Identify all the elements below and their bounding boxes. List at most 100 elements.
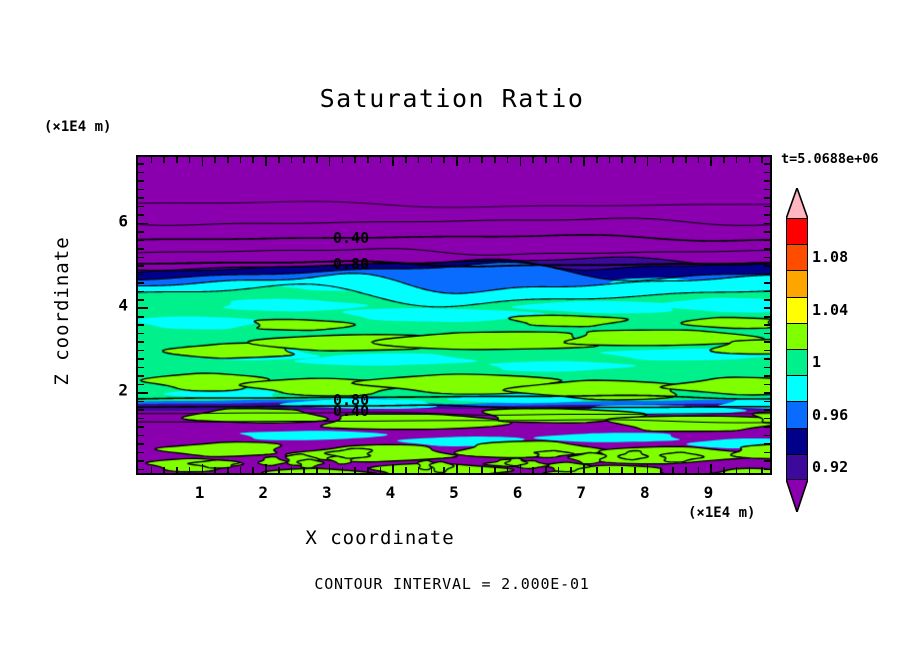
axis-tick	[138, 417, 144, 420]
axis-tick	[532, 157, 534, 163]
axis-tick	[138, 256, 144, 259]
axis-tick	[138, 358, 144, 360]
axis-tick	[138, 409, 144, 411]
axis-tick	[265, 464, 267, 473]
axis-tick	[150, 157, 153, 163]
colorbar-band	[786, 453, 808, 482]
axis-tick	[764, 222, 770, 225]
axis-tick	[138, 205, 144, 208]
contour-interval-caption: CONTOUR INTERVAL = 2.000E-01	[314, 575, 590, 593]
axis-tick	[646, 157, 649, 166]
axis-tick	[764, 298, 770, 301]
axis-tick	[519, 464, 522, 473]
axis-tick	[201, 464, 204, 473]
axis-tick	[138, 273, 144, 276]
axis-tick	[764, 324, 770, 326]
axis-tick	[468, 157, 471, 163]
axis-tick	[328, 464, 331, 473]
contour-line-label: 0.80	[332, 390, 370, 409]
axis-tick	[138, 451, 144, 454]
axis-tick	[188, 467, 191, 473]
x-tick-label: 4	[385, 483, 396, 502]
axis-tick	[138, 265, 144, 267]
axis-tick	[506, 157, 509, 163]
axis-tick	[764, 349, 770, 352]
axis-tick	[405, 157, 407, 163]
axis-tick	[764, 358, 770, 360]
axis-tick	[697, 467, 700, 473]
axis-tick	[764, 180, 770, 182]
axis-tick	[506, 467, 509, 473]
axis-tick	[557, 467, 560, 473]
axis-tick	[138, 188, 144, 191]
axis-tick	[138, 307, 148, 310]
axis-tick	[417, 467, 420, 473]
axis-tick	[764, 460, 770, 462]
contour-plot-area: 0.40 0.80 0.80 0.40	[136, 155, 772, 475]
colorbar	[784, 185, 810, 515]
y-axis-title: Z coordinate	[51, 236, 73, 386]
contour-line-label: 0.40	[332, 228, 370, 247]
axis-tick	[379, 467, 382, 473]
x-tick-label: 7	[576, 483, 587, 502]
axis-tick	[646, 464, 649, 473]
axis-tick	[608, 467, 611, 473]
axis-tick	[405, 467, 407, 473]
axis-tick	[672, 467, 674, 473]
colorbar-band	[786, 218, 808, 246]
axis-tick	[138, 341, 144, 343]
axis-tick	[621, 467, 623, 473]
axis-tick	[764, 197, 770, 199]
axis-tick	[138, 426, 144, 428]
time-stamp-label: t=5.0688e+06	[781, 151, 879, 167]
axis-tick	[252, 467, 255, 473]
axis-tick	[583, 157, 585, 166]
x-tick-label: 3	[321, 483, 332, 502]
axis-tick	[764, 417, 770, 420]
colorbar-band	[786, 322, 808, 351]
axis-tick	[456, 157, 458, 166]
y-tick-label: 4	[118, 295, 128, 315]
axis-tick	[417, 157, 420, 163]
axis-tick	[764, 290, 770, 293]
axis-tick	[764, 426, 770, 428]
axis-tick	[764, 273, 770, 276]
axis-tick	[545, 467, 547, 473]
axis-tick	[494, 157, 496, 163]
axis-tick	[764, 256, 770, 259]
axis-tick	[341, 467, 344, 473]
axis-tick	[595, 467, 598, 473]
axis-tick	[764, 188, 770, 191]
axis-tick	[735, 157, 738, 163]
axis-tick	[138, 290, 144, 293]
x-axis-unit-label: (×1E4 m)	[688, 505, 756, 521]
contour-line-label: 0.80	[332, 254, 370, 273]
axis-tick	[672, 157, 674, 163]
axis-tick	[748, 467, 751, 473]
axis-tick	[634, 157, 636, 163]
axis-tick	[150, 467, 153, 473]
axis-tick	[764, 366, 770, 369]
axis-tick	[764, 443, 770, 445]
axis-tick	[761, 157, 763, 163]
axis-tick	[456, 464, 458, 473]
axis-tick	[723, 467, 725, 473]
axis-tick	[303, 157, 305, 163]
axis-tick	[138, 349, 144, 352]
axis-tick	[764, 375, 770, 377]
axis-tick	[138, 366, 144, 369]
axis-tick	[138, 383, 144, 386]
axis-tick	[764, 451, 770, 454]
colorbar-band	[786, 401, 808, 430]
x-tick-label: 9	[703, 483, 714, 502]
contour-line-label: 0.40	[332, 401, 370, 420]
axis-tick	[214, 467, 216, 473]
axis-tick	[138, 163, 144, 165]
axis-tick	[277, 467, 280, 473]
axis-tick	[188, 157, 191, 163]
axis-tick	[764, 400, 770, 403]
axis-tick	[214, 157, 216, 163]
axis-tick	[265, 157, 267, 166]
axis-tick	[697, 157, 700, 163]
axis-tick	[735, 467, 738, 473]
